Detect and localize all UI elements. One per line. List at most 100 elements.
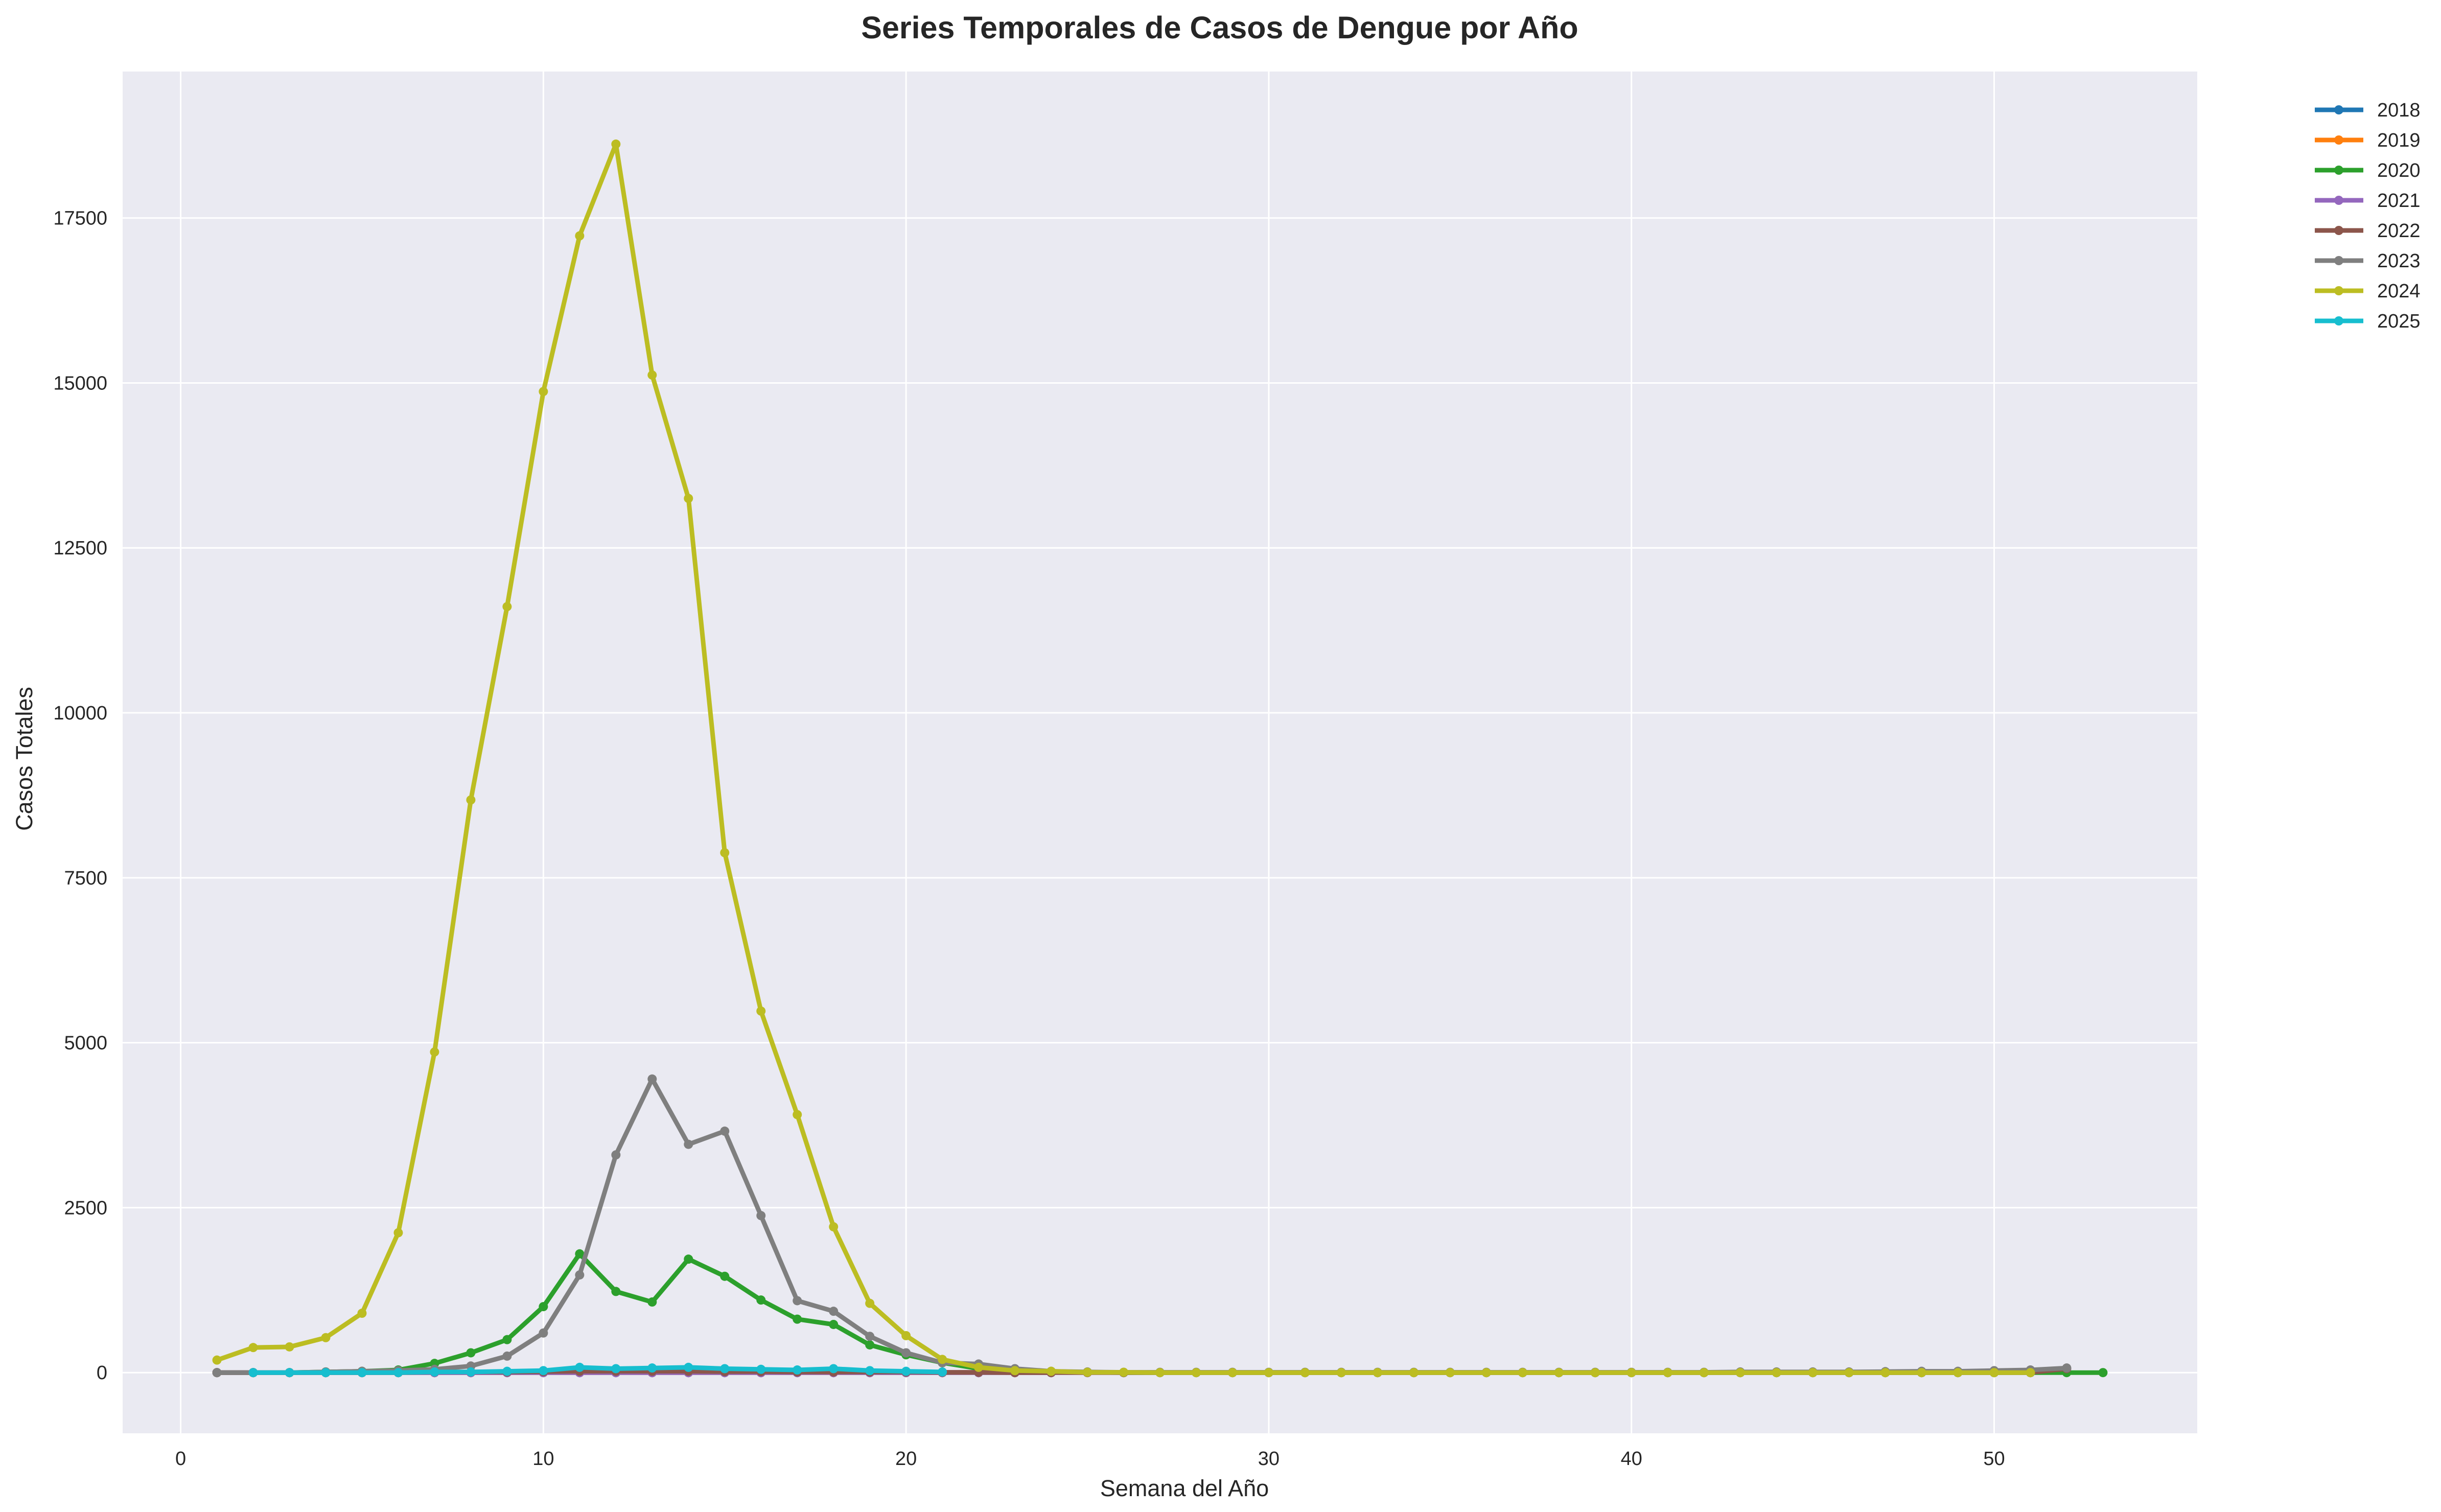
x-tick-label: 10 — [532, 1448, 554, 1470]
data-point-2023 — [865, 1332, 875, 1341]
data-point-2023 — [647, 1074, 657, 1084]
data-point-2024 — [1047, 1366, 1056, 1376]
x-tick-label: 30 — [1258, 1448, 1280, 1470]
data-point-2024 — [466, 795, 476, 805]
data-point-2025 — [502, 1366, 512, 1376]
series-line-2025 — [251, 1365, 945, 1375]
data-point-2025 — [430, 1367, 439, 1377]
y-tick-label: 0 — [97, 1362, 107, 1384]
data-point-2024 — [2026, 1368, 2035, 1378]
x-tick-label: 0 — [175, 1448, 186, 1470]
legend-item-2018: 2018 — [2315, 100, 2421, 121]
data-point-2024 — [756, 1006, 766, 1016]
data-point-2024 — [720, 848, 730, 857]
data-point-2020 — [575, 1249, 585, 1259]
data-point-2023 — [793, 1296, 802, 1306]
legend-item-2022: 2022 — [2315, 220, 2421, 242]
legend-marker — [2334, 105, 2343, 114]
data-point-2025 — [539, 1366, 548, 1376]
data-point-2020 — [502, 1335, 512, 1344]
data-point-2025 — [756, 1364, 766, 1374]
data-point-2020 — [2098, 1368, 2108, 1378]
data-point-2024 — [1083, 1367, 1092, 1377]
data-point-2025 — [357, 1368, 367, 1378]
data-point-2024 — [321, 1333, 331, 1342]
data-point-2024 — [865, 1298, 875, 1308]
data-point-2023 — [720, 1126, 730, 1136]
data-point-2024 — [647, 370, 657, 380]
data-point-2025 — [285, 1368, 294, 1378]
data-point-2024 — [1917, 1368, 1926, 1378]
legend-label: 2024 — [2377, 281, 2421, 302]
data-point-2024 — [1119, 1367, 1129, 1377]
data-point-2025 — [901, 1366, 911, 1376]
data-point-2020 — [611, 1287, 621, 1296]
legend: 2018 2019 2020 2021 2022 2023 2024 2025 — [2315, 100, 2421, 332]
x-tick-label: 50 — [1983, 1448, 2005, 1470]
data-point-2025 — [248, 1368, 258, 1378]
data-point-2025 — [793, 1365, 802, 1375]
series-2024 — [212, 139, 2035, 1378]
legend-marker — [2334, 226, 2343, 235]
data-point-2025 — [321, 1368, 331, 1378]
y-tick-label: 17500 — [53, 208, 107, 229]
data-point-2023 — [502, 1351, 512, 1361]
data-point-2023 — [829, 1307, 839, 1316]
data-point-2025 — [720, 1364, 730, 1374]
data-point-2024 — [1336, 1368, 1346, 1378]
data-point-2024 — [1445, 1368, 1455, 1378]
data-point-2024 — [539, 387, 548, 397]
legend-item-2020: 2020 — [2315, 160, 2421, 181]
data-point-2020 — [466, 1348, 476, 1358]
data-point-2024 — [575, 231, 585, 241]
y-tick-label: 2500 — [64, 1197, 107, 1219]
data-point-2023 — [611, 1150, 621, 1160]
y-tick-label: 12500 — [53, 538, 107, 559]
data-point-2024 — [1626, 1368, 1636, 1378]
data-point-2024 — [248, 1343, 258, 1353]
legend-label: 2025 — [2377, 311, 2421, 332]
data-point-2024 — [1300, 1368, 1310, 1378]
data-point-2024 — [1808, 1368, 1818, 1378]
legend-marker — [2334, 166, 2343, 175]
y-tick-label: 10000 — [53, 703, 107, 724]
data-point-2025 — [466, 1367, 476, 1377]
data-point-2020 — [684, 1254, 693, 1264]
legend-marker — [2334, 316, 2343, 325]
y-tick-label: 15000 — [53, 373, 107, 394]
legend-label: 2018 — [2377, 100, 2421, 121]
data-point-2025 — [938, 1367, 947, 1377]
data-point-2020 — [829, 1319, 839, 1329]
data-point-2020 — [865, 1340, 875, 1350]
data-point-2024 — [357, 1309, 367, 1318]
chart-title: Series Temporales de Casos de Dengue por… — [861, 10, 1578, 45]
data-point-2024 — [1663, 1368, 1672, 1378]
data-point-2024 — [1409, 1368, 1419, 1378]
data-point-2020 — [793, 1314, 802, 1324]
series-2025 — [248, 1362, 947, 1378]
data-point-2024 — [1373, 1368, 1382, 1378]
series-layer — [212, 139, 2108, 1378]
data-point-2024 — [1481, 1368, 1491, 1378]
data-point-2024 — [212, 1355, 222, 1365]
data-point-2024 — [938, 1355, 947, 1364]
legend-label: 2022 — [2377, 220, 2421, 242]
data-point-2020 — [756, 1295, 766, 1305]
gridlines — [123, 72, 2197, 1433]
data-point-2024 — [974, 1362, 984, 1372]
legend-label: 2023 — [2377, 250, 2421, 272]
legend-label: 2021 — [2377, 190, 2421, 212]
data-point-2023 — [2062, 1363, 2072, 1373]
legend-marker — [2334, 196, 2343, 205]
data-point-2023 — [212, 1368, 222, 1378]
data-point-2024 — [1554, 1368, 1564, 1378]
data-point-2024 — [1953, 1368, 1963, 1378]
data-point-2024 — [1880, 1368, 1890, 1378]
data-point-2025 — [684, 1362, 693, 1372]
data-point-2024 — [901, 1331, 911, 1340]
data-point-2020 — [539, 1302, 548, 1312]
data-point-2025 — [393, 1368, 403, 1378]
legend-item-2019: 2019 — [2315, 130, 2421, 151]
data-point-2025 — [611, 1364, 621, 1374]
